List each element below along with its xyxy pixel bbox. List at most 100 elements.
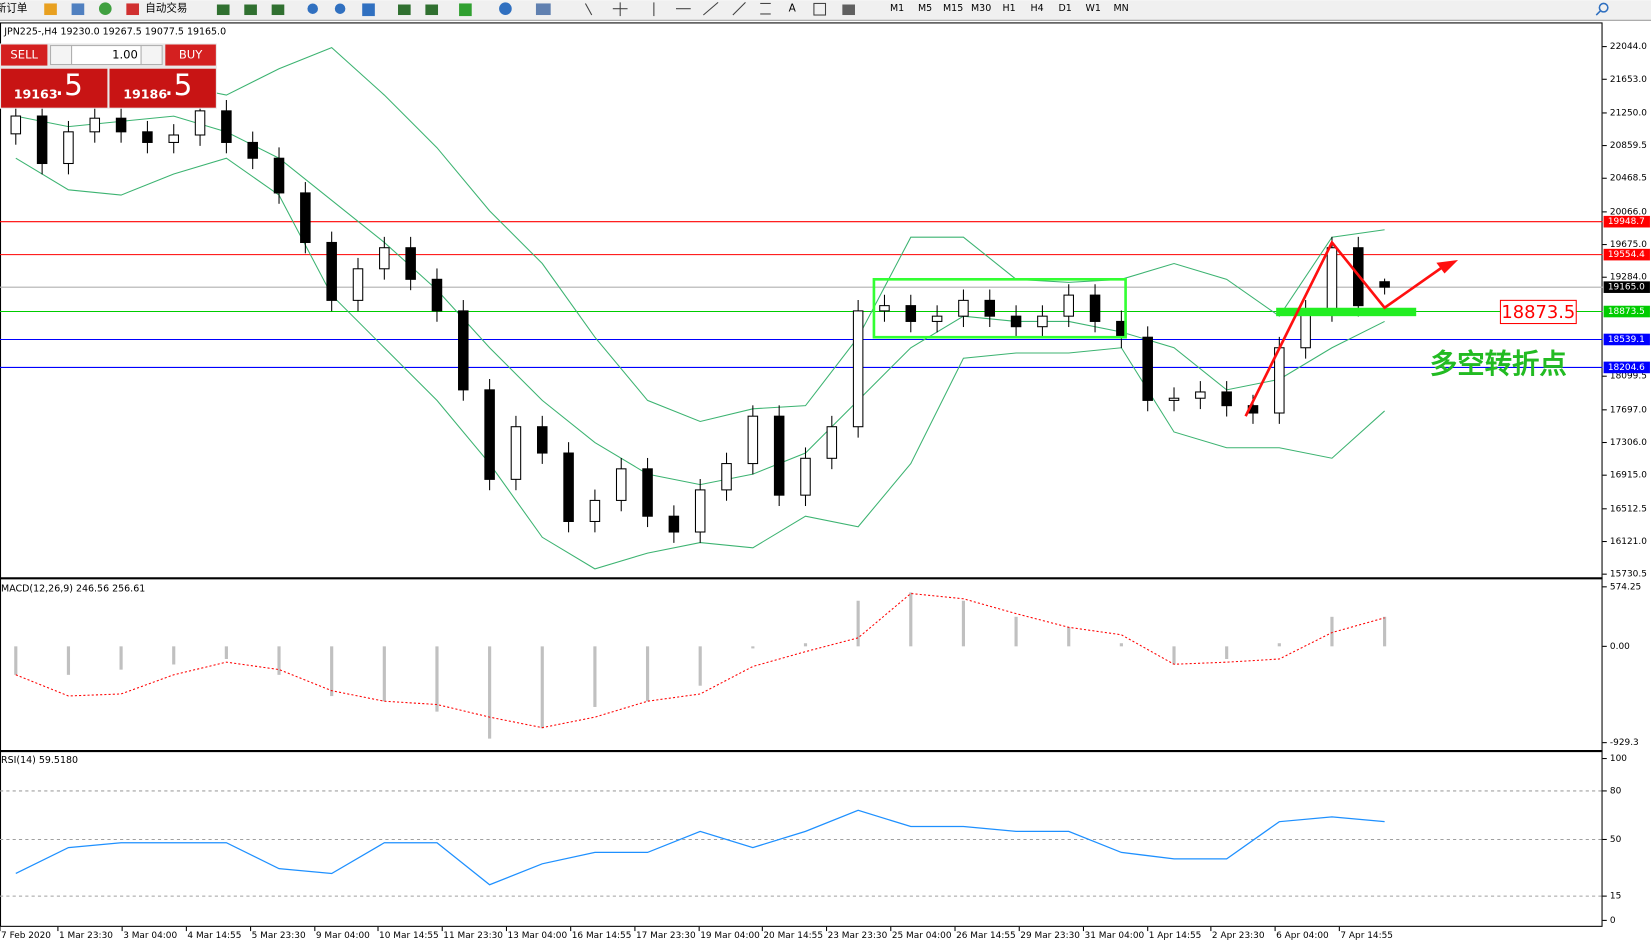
y-tick-label: 16512.5	[1610, 504, 1647, 514]
candle-body	[273, 157, 285, 194]
candle-body	[1221, 391, 1232, 407]
candle-body	[694, 489, 706, 533]
y-tick-label: 20468.5	[1610, 174, 1647, 184]
candle-body	[879, 305, 890, 312]
icon[interactable]	[459, 3, 472, 17]
icon[interactable]	[244, 4, 257, 16]
timeframe-button[interactable]: M30	[971, 3, 991, 14]
cursor-tool[interactable]	[584, 3, 593, 16]
timeframe-button[interactable]: H4	[1031, 3, 1044, 14]
chart-title: JPN225-,H4 19230.0 19267.5 19077.5 19165…	[3, 26, 226, 37]
timeframe-button[interactable]: D1	[1058, 3, 1071, 14]
candle-body	[142, 131, 153, 143]
arrow-head	[1436, 259, 1459, 274]
timeframe-button[interactable]: M15	[943, 3, 963, 14]
sell-button[interactable]	[1, 44, 48, 66]
icon[interactable]	[71, 3, 85, 16]
icon[interactable]	[98, 2, 112, 16]
timeframe-button[interactable]: M1	[890, 3, 904, 14]
x-tick-label: 17 Mar 23:30	[636, 931, 696, 941]
ask-fraction[interactable]: .5	[164, 68, 192, 102]
candle-body	[958, 299, 969, 317]
icon[interactable]	[216, 4, 230, 16]
label-tool[interactable]	[813, 2, 827, 16]
lots-value[interactable]: 1.00	[112, 48, 138, 62]
bid-price[interactable]: 19163	[14, 87, 58, 102]
icon[interactable]	[362, 3, 375, 17]
y-tick-label: 0	[1610, 916, 1616, 926]
new-order-button[interactable]: 新订单	[0, 2, 27, 15]
price-annotation-box	[1499, 299, 1577, 325]
timeframes: M1 M5 M15 M30 H1 H4 D1 W1 MN	[890, 3, 1129, 14]
y-tick-label: 15	[1610, 892, 1621, 902]
bid-fraction[interactable]: .5	[55, 68, 83, 102]
auto-trading-button[interactable]: 自动交易	[145, 2, 187, 15]
y-tick-label: 17306.0	[1610, 438, 1647, 448]
lots-up[interactable]	[140, 45, 163, 66]
sell-label[interactable]: SELL	[10, 48, 38, 62]
icon[interactable]	[535, 3, 551, 16]
ask-price[interactable]: 19186	[123, 87, 167, 102]
x-tick-label: 20 Mar 14:55	[763, 931, 823, 941]
candle-body	[589, 499, 601, 523]
price-level-label: 18539.1	[1608, 335, 1645, 345]
icon[interactable]	[334, 3, 346, 14]
icon[interactable]	[398, 4, 411, 16]
y-tick-label: -929.3	[1610, 738, 1639, 748]
buy-label[interactable]: BUY	[179, 48, 203, 62]
auto-trading-icon[interactable]	[126, 3, 139, 16]
timeframe-button[interactable]: W1	[1085, 3, 1100, 14]
y-tick-label: 17697.0	[1610, 405, 1647, 415]
x-tick-label: 19 Mar 04:00	[700, 931, 760, 941]
y-tick-label: 21653.0	[1610, 75, 1647, 85]
candle-body	[1168, 397, 1180, 401]
icon[interactable]	[307, 3, 318, 14]
bid-box[interactable]	[1, 68, 108, 108]
candle-body	[852, 310, 864, 428]
macd-signal	[15, 592, 1385, 729]
candle-body	[747, 415, 759, 465]
y-tick-label: 50	[1610, 835, 1622, 845]
search-icon[interactable]	[1598, 2, 1609, 13]
icon[interactable]	[425, 4, 439, 16]
candle-body	[115, 117, 127, 133]
lots-down[interactable]	[50, 45, 73, 66]
text-tool[interactable]: A	[789, 3, 797, 15]
ask-box[interactable]	[109, 68, 216, 108]
timeframe-button[interactable]: MN	[1114, 3, 1129, 14]
x-tick-label: 3 Mar 04:00	[123, 931, 177, 941]
price-level-label: 18204.6	[1608, 363, 1645, 373]
y-tick-label: 18099.5	[1610, 372, 1647, 382]
price-level-tag	[1603, 248, 1650, 261]
price-level-label: 19165.0	[1608, 283, 1645, 293]
timeframe-button[interactable]: H1	[1003, 3, 1016, 14]
candle-body	[1089, 294, 1101, 322]
x-tick-label: 7 Feb 2020	[1, 931, 51, 941]
candle-body	[1010, 315, 1022, 328]
candle-body	[826, 426, 838, 459]
candle-body	[1037, 315, 1048, 328]
icon[interactable]	[44, 3, 57, 16]
trendline-tool[interactable]	[703, 1, 719, 16]
rsi-line	[15, 809, 1385, 886]
buy-button[interactable]	[165, 44, 216, 66]
price-level-tag	[1603, 305, 1650, 318]
x-tick-label: 13 Mar 04:00	[508, 931, 568, 941]
support-bar	[1276, 307, 1417, 317]
icon[interactable]	[271, 4, 285, 16]
candle-body	[458, 310, 469, 391]
price-level-tag	[1603, 215, 1650, 228]
search-icon[interactable]	[1595, 10, 1602, 16]
candle-body	[536, 426, 548, 454]
timeframe-button[interactable]: M5	[918, 3, 932, 14]
candle-body	[931, 315, 943, 322]
icon[interactable]	[842, 4, 855, 16]
channel-tool[interactable]	[732, 2, 746, 16]
candle-body	[1063, 294, 1074, 317]
icon[interactable]	[499, 2, 512, 16]
candle-body	[484, 389, 495, 480]
y-tick-label: 19675.0	[1610, 240, 1647, 250]
x-tick-label: 25 Mar 04:00	[892, 931, 952, 941]
